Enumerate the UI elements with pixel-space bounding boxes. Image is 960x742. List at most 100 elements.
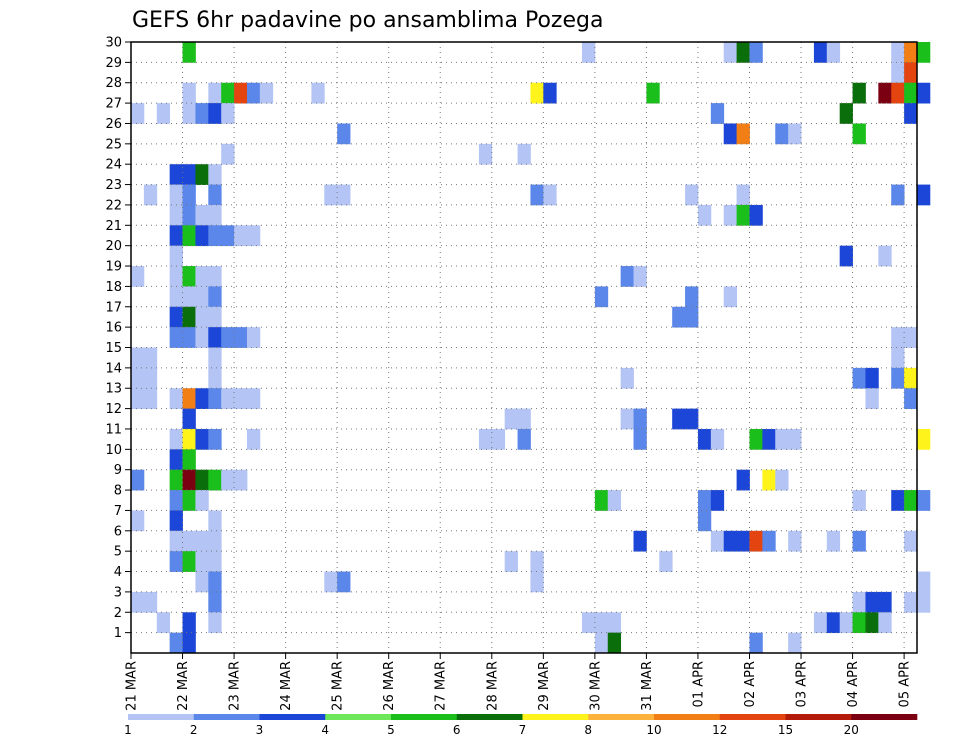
colorbar: 1 2 3 4 5 6 7 8 10 12 15 20 bbox=[124, 714, 918, 737]
colorbar-swatch bbox=[851, 714, 918, 720]
heat-cell bbox=[169, 245, 183, 267]
y-tick-label: 15 bbox=[105, 341, 122, 356]
x-tick-label: 24 MAR bbox=[279, 661, 294, 711]
colorbar-swatch bbox=[785, 714, 852, 720]
x-tick-label: 28 MAR bbox=[485, 661, 500, 711]
heat-cell bbox=[208, 551, 222, 572]
heat-cell bbox=[517, 428, 531, 450]
heat-cell bbox=[749, 530, 763, 552]
heat-cell bbox=[208, 327, 222, 348]
heat-cell bbox=[208, 204, 222, 226]
heat-cell bbox=[736, 469, 750, 491]
heat-cell bbox=[878, 591, 892, 613]
y-tick-label: 30 bbox=[105, 36, 122, 51]
heat-cell bbox=[195, 327, 209, 348]
heat-cell bbox=[182, 327, 196, 348]
heat-cell bbox=[221, 103, 235, 124]
heat-cell bbox=[736, 123, 750, 145]
heat-cell bbox=[659, 551, 673, 572]
colorbar-label: 8 bbox=[584, 723, 592, 737]
heat-cell bbox=[917, 42, 931, 63]
heat-cell bbox=[633, 428, 647, 450]
heat-cell bbox=[620, 266, 634, 287]
heat-cell bbox=[169, 306, 183, 328]
y-tick-label: 6 bbox=[114, 524, 122, 539]
heat-cell bbox=[182, 632, 196, 654]
heat-cell bbox=[736, 204, 750, 226]
heat-cell bbox=[182, 408, 196, 430]
colorbar-swatch bbox=[588, 714, 655, 720]
heat-cell bbox=[208, 184, 222, 206]
heat-cell bbox=[131, 388, 145, 409]
heat-cell bbox=[697, 428, 712, 450]
y-tick-label: 14 bbox=[105, 361, 122, 376]
heat-cell bbox=[195, 286, 209, 308]
heat-cell bbox=[195, 266, 209, 287]
heat-cell bbox=[182, 428, 196, 450]
heat-cell bbox=[504, 408, 518, 430]
colorbar-label: 12 bbox=[712, 723, 727, 737]
heat-cell bbox=[478, 428, 493, 450]
heat-cell bbox=[517, 143, 531, 165]
heat-cell bbox=[234, 327, 248, 348]
heat-cell bbox=[221, 388, 235, 409]
heat-cell bbox=[337, 571, 351, 593]
heat-cell bbox=[131, 367, 145, 389]
heat-cell bbox=[672, 306, 686, 328]
colorbar-swatch bbox=[193, 714, 260, 720]
heat-cell bbox=[917, 591, 931, 613]
heat-cell bbox=[775, 469, 789, 491]
heat-cell bbox=[839, 245, 853, 267]
heat-cell bbox=[917, 428, 931, 450]
heat-cell bbox=[865, 591, 879, 613]
heat-cell bbox=[221, 327, 235, 348]
heat-cell bbox=[723, 530, 738, 552]
heat-cell bbox=[865, 367, 879, 389]
heat-cell bbox=[581, 42, 596, 63]
x-tick-label: 05 APR bbox=[898, 661, 913, 707]
heat-cell bbox=[246, 388, 261, 409]
y-tick-label: 2 bbox=[114, 606, 122, 621]
heat-cell bbox=[530, 184, 544, 206]
heat-cell bbox=[182, 306, 196, 328]
heat-cell bbox=[169, 184, 183, 206]
x-tick-label: 04 APR bbox=[846, 661, 861, 707]
heat-cell bbox=[839, 103, 853, 124]
heat-cell bbox=[169, 286, 183, 308]
y-tick-label: 22 bbox=[105, 198, 122, 213]
heat-cell bbox=[337, 184, 351, 206]
heat-cell bbox=[208, 164, 222, 185]
heat-cell bbox=[685, 286, 699, 308]
heat-cell bbox=[324, 571, 338, 593]
x-tick-label: 03 APR bbox=[795, 661, 810, 707]
heat-cell bbox=[904, 62, 918, 84]
heat-cell bbox=[208, 510, 222, 532]
heat-cell bbox=[775, 123, 789, 145]
heat-cell bbox=[195, 551, 209, 572]
heat-cell bbox=[904, 103, 918, 124]
y-tick-label: 12 bbox=[105, 402, 122, 417]
heat-cell bbox=[208, 571, 222, 593]
heat-cell bbox=[749, 632, 763, 654]
heat-cell bbox=[169, 551, 183, 572]
y-tick-label: 10 bbox=[105, 443, 122, 458]
heat-cell bbox=[208, 347, 222, 369]
heat-cell bbox=[710, 428, 725, 450]
y-axis: 1234567891011121314151617181920212223242… bbox=[105, 36, 131, 641]
y-tick-label: 28 bbox=[105, 76, 122, 91]
y-tick-label: 4 bbox=[114, 565, 122, 580]
heat-cell bbox=[182, 469, 196, 491]
heat-cell bbox=[208, 388, 222, 409]
heat-cell bbox=[169, 530, 183, 552]
heat-cell bbox=[762, 428, 776, 450]
heat-cell bbox=[208, 469, 222, 491]
heat-cell bbox=[221, 469, 235, 491]
x-tick-label: 25 MAR bbox=[331, 661, 346, 711]
heat-cell bbox=[169, 388, 183, 409]
heat-cell bbox=[723, 42, 738, 63]
y-tick-label: 1 bbox=[114, 626, 122, 641]
heat-cell bbox=[530, 571, 544, 593]
heat-cell bbox=[195, 306, 209, 328]
heat-cell bbox=[169, 204, 183, 226]
heat-cell bbox=[195, 469, 209, 491]
